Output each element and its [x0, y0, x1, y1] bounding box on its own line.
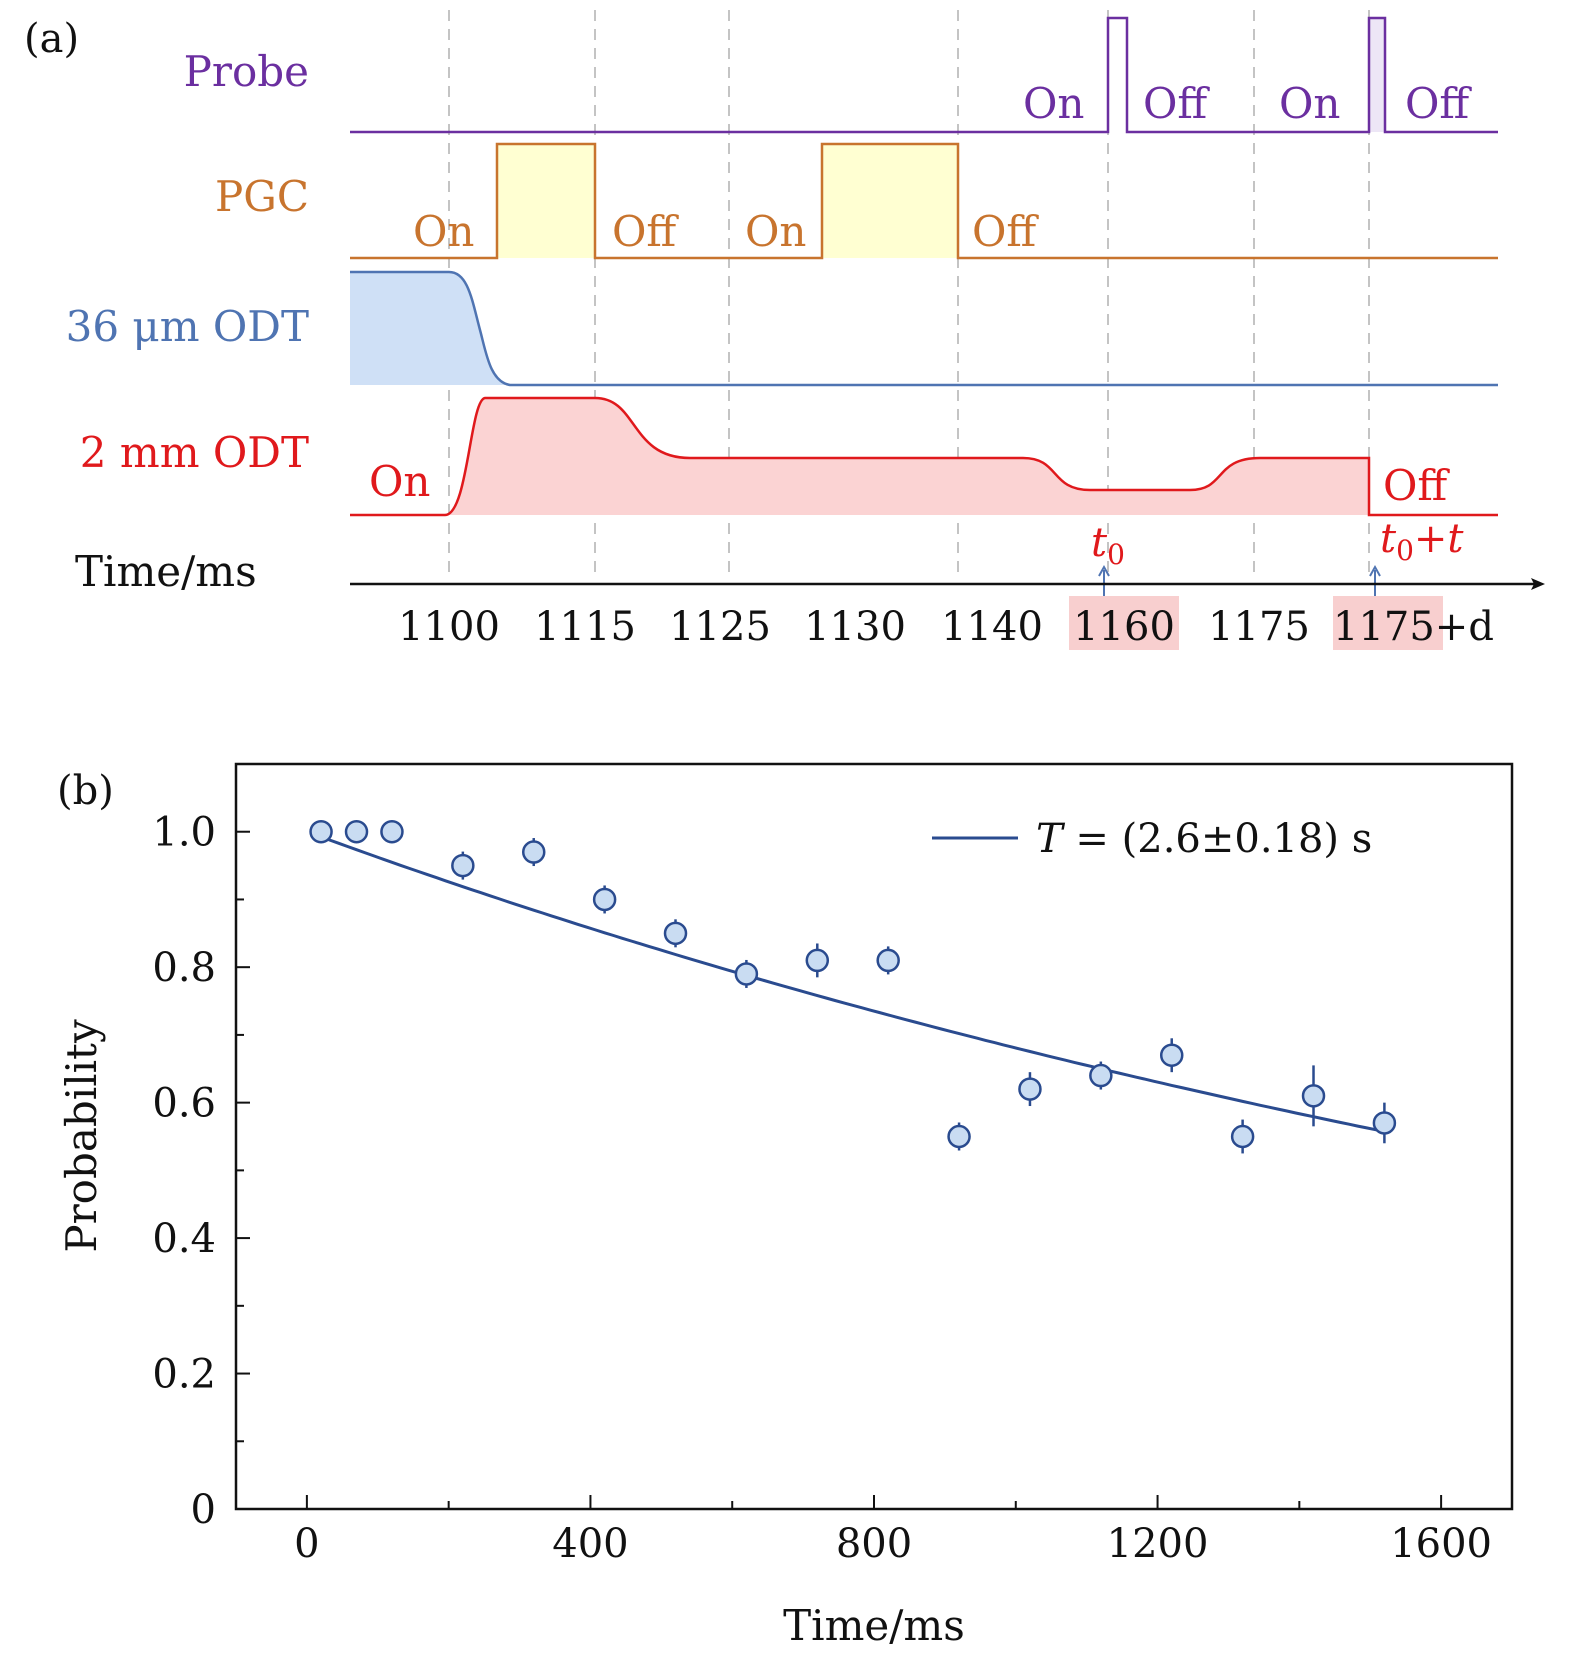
odt2-state-on: On	[369, 457, 430, 506]
y-tick-label: 0.8	[152, 945, 216, 991]
seq-tick-1175-d: 1175+d	[1333, 604, 1494, 650]
seq-tick-1115: 1115	[534, 604, 636, 650]
legend: T = (2.6±0.18) s	[932, 816, 1372, 862]
data-point	[451, 853, 475, 878]
probe-waveform	[350, 16, 1498, 134]
pgc-row: PGC On Off On Off	[215, 142, 1498, 260]
data-point	[344, 819, 369, 844]
pgc-label: PGC	[215, 172, 309, 221]
seq-tick-1160: 1160	[1073, 604, 1175, 650]
marker-arrow-t0-head	[1098, 564, 1110, 577]
data-point	[1089, 1063, 1113, 1088]
probe-state-off-2: Off	[1405, 79, 1472, 128]
odt36-waveform	[350, 270, 1498, 387]
y-tick-label: 1.0	[152, 810, 216, 856]
odt36-row: 36 μm ODT	[66, 270, 1498, 387]
x-tick-label: 1200	[1107, 1521, 1209, 1567]
probe-pulse-1-fill	[1108, 18, 1127, 132]
seq-tick-1125: 1125	[669, 604, 771, 650]
odt36-label: 36 μm ODT	[66, 302, 309, 351]
data-point	[1301, 1084, 1326, 1108]
data-point	[380, 819, 404, 844]
pgc-waveform	[350, 142, 1498, 260]
odt2-state-off: Off	[1383, 461, 1450, 510]
fit-curve	[320, 835, 1385, 1133]
pgc-state-off-1: Off	[612, 207, 679, 256]
pgc-state-off-2: Off	[972, 207, 1039, 256]
panel-a-label: (a)	[24, 16, 79, 62]
sequence-axis-label: Time/ms	[75, 547, 257, 596]
pgc-state-on-2: On	[745, 207, 806, 256]
data-point	[1018, 1077, 1042, 1101]
panel-b-label: (b)	[57, 768, 114, 814]
probe-state-on-2: On	[1279, 79, 1340, 128]
data-point	[1159, 1043, 1184, 1067]
tick-highlight-1160	[1069, 596, 1179, 650]
pgc-pulse-2-fill	[822, 144, 958, 258]
y-tick-label: 0	[191, 1487, 216, 1533]
y-tick-label: 0.4	[152, 1216, 216, 1262]
y-axis: 0 0.2 0.4 0.6 0.8 1.0	[152, 810, 250, 1533]
y-tick-label: 0.6	[152, 1081, 216, 1127]
legend-entry: T = (2.6±0.18) s	[1036, 816, 1372, 862]
tick-highlight-1175	[1333, 596, 1443, 650]
y-axis-label: Probability	[57, 1019, 106, 1253]
x-tick-label: 400	[552, 1521, 628, 1567]
pgc-pulse-1-fill	[497, 144, 595, 258]
x-axis-label: Time/ms	[783, 1601, 965, 1650]
seq-tick-1140: 1140	[941, 604, 1043, 650]
seq-tick-1175: 1175	[1208, 604, 1310, 650]
odt2-waveform	[350, 396, 1498, 517]
pgc-state-on-1: On	[413, 207, 474, 256]
data-points	[309, 819, 1397, 1154]
data-point	[876, 948, 900, 973]
data-point	[1372, 1111, 1397, 1135]
odt36-fill	[350, 272, 510, 385]
odt2-row: 2 mm ODT On Off	[80, 396, 1498, 517]
data-point	[521, 840, 546, 864]
probe-pulse-2-fill	[1369, 18, 1385, 132]
x-tick-label: 800	[836, 1521, 912, 1567]
sequence-time-axis: Time/ms 1100 1115 1125 1130 1140 1160 11…	[75, 547, 1545, 650]
x-tick-label: 0	[294, 1521, 319, 1567]
marker-arrow-t0t-head	[1369, 564, 1381, 577]
odt2-fill	[350, 398, 1369, 515]
probe-state-on-1: On	[1023, 79, 1084, 128]
data-point	[309, 819, 333, 844]
data-point	[1230, 1124, 1255, 1149]
seq-tick-1130: 1130	[804, 604, 906, 650]
probe-state-off-1: Off	[1143, 79, 1210, 128]
sequence-axis-arrowhead	[1531, 578, 1545, 590]
seq-tick-1100: 1100	[398, 604, 500, 650]
marker-t0-plus-t: t0+t	[1380, 516, 1464, 567]
data-point	[805, 948, 830, 973]
time-markers: t0 t0+t	[1091, 516, 1464, 598]
data-point	[734, 962, 759, 986]
probe-label: Probe	[184, 47, 309, 96]
panel-b: (b) 0 400 800 1200 1600 0 0.2 0.4 0.6 0.8 1.0 T =…	[57, 762, 1514, 1650]
x-tick-label: 1600	[1390, 1521, 1492, 1567]
data-point	[947, 1124, 971, 1149]
data-point	[663, 921, 688, 946]
y-tick-label: 0.2	[152, 1352, 216, 1398]
panel-a: (a) Probe On Off On Off PGC	[24, 10, 1545, 650]
odt2-label: 2 mm ODT	[80, 428, 309, 477]
probe-row: Probe On Off On Off	[184, 16, 1498, 134]
x-axis: 0 400 800 1200 1600	[294, 1495, 1492, 1567]
data-point	[592, 887, 617, 912]
